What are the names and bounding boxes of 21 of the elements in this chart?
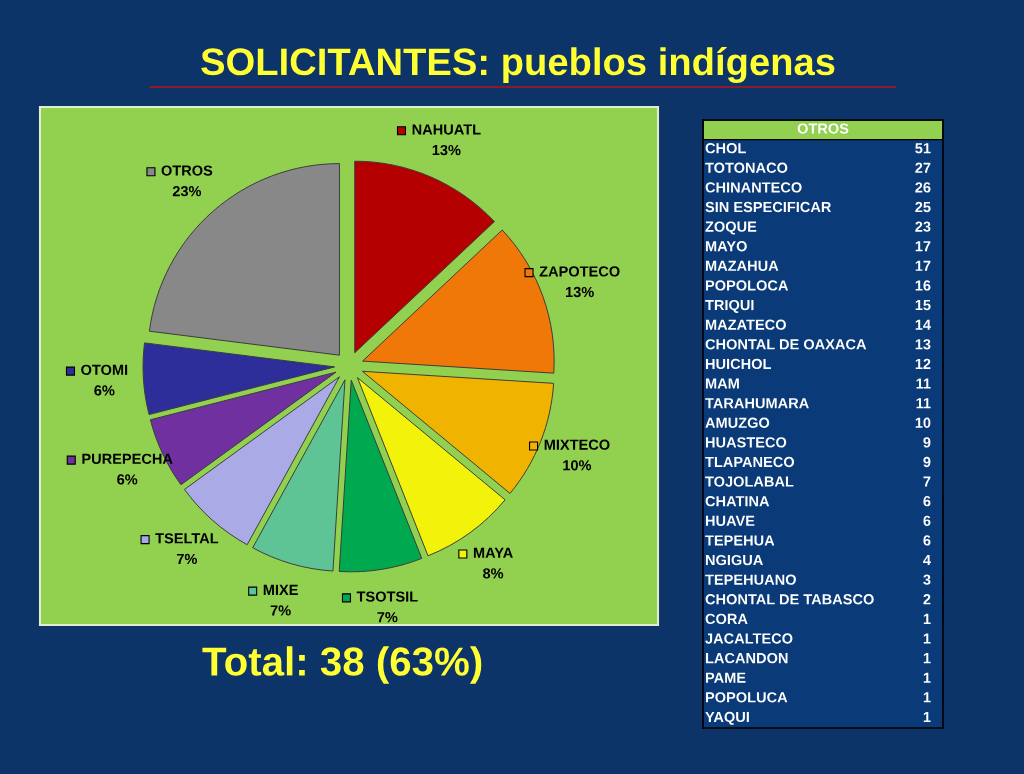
legend-label: OTOMI (81, 364, 128, 376)
data-label: 7% (377, 612, 398, 623)
legend-label: MIXTECO (544, 439, 610, 450)
data-label: 6% (117, 474, 138, 485)
data-label: 10% (563, 460, 592, 471)
legend-label: MIXE (263, 584, 298, 595)
legend-label: OTROS (161, 165, 213, 176)
chart-title: SOLICITANTES: pueblos indígenas (201, 46, 835, 84)
legend-label: NAHUATL (412, 124, 481, 135)
data-label: 13% (565, 286, 594, 298)
data-label: 7% (176, 553, 198, 565)
legend-label: TSELTAL (155, 533, 219, 544)
data-label: 13% (432, 144, 461, 156)
legend-label: ZAPOTECO (539, 266, 620, 277)
legend-label: TSOTSIL (356, 591, 418, 602)
data-label: 8% (483, 568, 504, 579)
legend-label: MAYA (473, 547, 513, 558)
text: Total: 38 (63%) (202, 646, 482, 684)
data-label: 23% (172, 186, 202, 197)
data-label: 6% (94, 385, 115, 396)
data-label: 7% (270, 605, 291, 616)
